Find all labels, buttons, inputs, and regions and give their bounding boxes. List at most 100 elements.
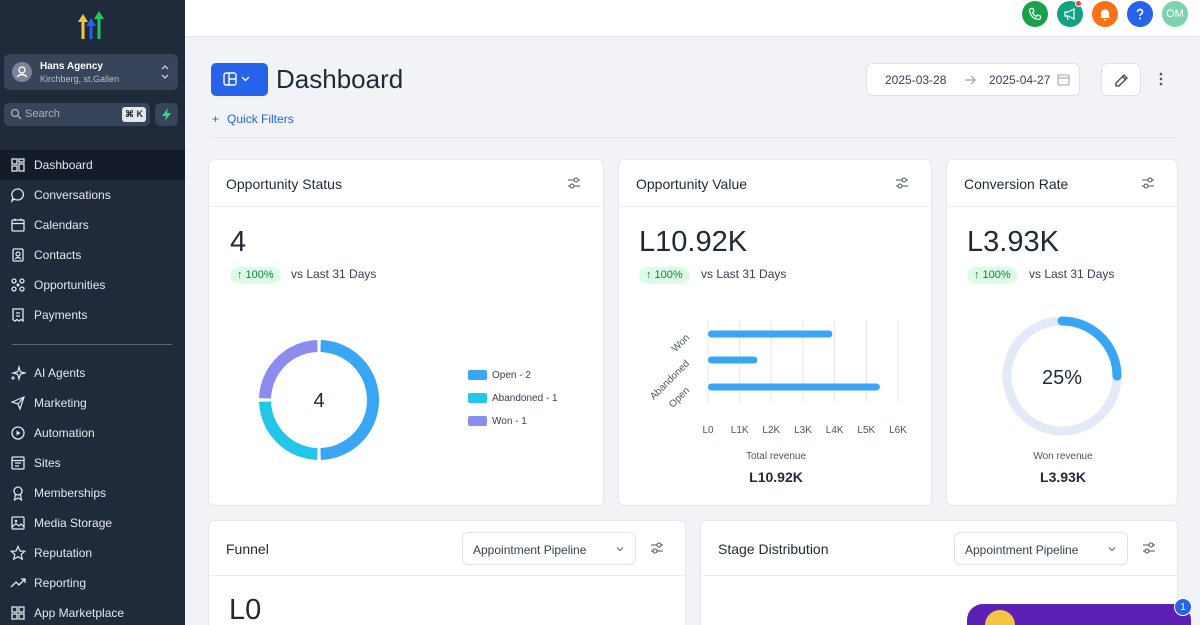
opportunity-status-card: Opportunity Status 4 ↑ 100% vs Last 31 D… bbox=[208, 159, 604, 506]
filter-settings-icon[interactable] bbox=[650, 541, 664, 555]
agency-switcher[interactable]: Hans Agency Kirchberg, st.Gallen bbox=[4, 54, 178, 90]
layout-chevron-icon bbox=[223, 72, 250, 86]
sidebar-item-media-storage[interactable]: Media Storage bbox=[0, 508, 185, 538]
stage-distribution-card: Stage Distribution Appointment Pipeline bbox=[700, 520, 1178, 625]
sidebar-item-calendars[interactable]: Calendars bbox=[0, 210, 185, 240]
sidebar-item-label: Conversations bbox=[34, 188, 111, 202]
agency-location: Kirchberg, st.Gallen bbox=[40, 74, 120, 84]
sidebar-item-label: Automation bbox=[34, 426, 95, 440]
sidebar-item-app-marketplace[interactable]: App Marketplace bbox=[0, 598, 185, 625]
sidebar-divider bbox=[12, 344, 172, 345]
comparison-label: vs Last 31 Days bbox=[1029, 267, 1115, 281]
pipeline-select[interactable]: Appointment Pipeline bbox=[954, 532, 1128, 565]
sidebar-item-reporting[interactable]: Reporting bbox=[0, 568, 185, 598]
donut-segment-abandoned[interactable] bbox=[259, 401, 318, 460]
quick-action-button[interactable] bbox=[155, 103, 178, 126]
sidebar-item-label: Sites bbox=[34, 456, 61, 470]
sidebar-item-payments[interactable]: Payments bbox=[0, 300, 185, 330]
sidebar-item-memberships[interactable]: Memberships bbox=[0, 478, 185, 508]
card-header: Conversion Rate bbox=[947, 160, 1177, 207]
sidebar-item-dashboard[interactable]: Dashboard bbox=[0, 150, 185, 180]
chevron-down-icon bbox=[1108, 547, 1116, 552]
app-logo[interactable] bbox=[72, 8, 112, 42]
sidebar-item-opportunities[interactable]: Opportunities bbox=[0, 270, 185, 300]
card-header: Opportunity Status bbox=[209, 160, 603, 207]
quick-filters-link[interactable]: + Quick Filters bbox=[212, 112, 294, 126]
start-date: 2025-03-28 bbox=[885, 73, 947, 87]
dashboard-switcher-button[interactable] bbox=[211, 63, 268, 96]
sidebar-item-ai-agents[interactable]: AI Agents bbox=[0, 358, 185, 388]
card-header: Funnel Appointment Pipeline bbox=[209, 521, 685, 576]
sidebar-item-label: Contacts bbox=[34, 248, 82, 262]
opportunity-value-card: Opportunity Value L10.92K ↑ 100% vs Last… bbox=[618, 159, 932, 506]
sidebar-item-marketing[interactable]: Marketing bbox=[0, 388, 185, 418]
gauge-center-value: 25% bbox=[1042, 367, 1082, 389]
chat-widget-launcher[interactable] bbox=[967, 604, 1191, 625]
sidebar-item-label: Opportunities bbox=[34, 278, 106, 292]
search-input[interactable]: Search ⌘ K bbox=[4, 103, 150, 126]
card-title: Conversion Rate bbox=[964, 176, 1069, 192]
legend-swatch bbox=[468, 370, 487, 380]
date-range-picker[interactable]: 2025-03-28 2025-04-27 bbox=[866, 63, 1080, 96]
sidebar-item-label: Payments bbox=[34, 308, 88, 322]
pipeline-select-value: Appointment Pipeline bbox=[473, 543, 587, 557]
sidebar-item-label: Marketing bbox=[34, 396, 87, 410]
gauge-progress bbox=[1002, 316, 1122, 436]
legend-swatch bbox=[468, 416, 487, 426]
unread-dot bbox=[1075, 0, 1082, 7]
announcements-button[interactable] bbox=[1057, 0, 1083, 27]
page-title: Dashboard bbox=[276, 64, 404, 94]
change-badge: ↑ 100% bbox=[967, 267, 1018, 284]
pipeline-select-value: Appointment Pipeline bbox=[965, 543, 1079, 557]
notifications-button[interactable] bbox=[1092, 1, 1118, 27]
donut-segment-open[interactable] bbox=[320, 340, 379, 460]
sidebar-item-contacts[interactable]: Contacts bbox=[0, 240, 185, 270]
help-button[interactable] bbox=[1127, 1, 1153, 27]
bar-won[interactable] bbox=[708, 330, 833, 338]
sidebar: Hans Agency Kirchberg, st.Gallen Search … bbox=[0, 0, 185, 625]
arrow-right-icon bbox=[965, 75, 976, 85]
chevron-updown-icon bbox=[161, 65, 169, 79]
payments-icon bbox=[12, 308, 24, 323]
filter-settings-icon[interactable] bbox=[567, 176, 581, 190]
star-icon bbox=[10, 545, 26, 561]
quick-filters-label: Quick Filters bbox=[227, 112, 294, 126]
automation-icon bbox=[11, 426, 25, 440]
filter-settings-icon[interactable] bbox=[1141, 176, 1155, 190]
card-title: Opportunity Value bbox=[636, 176, 748, 192]
agency-name: Hans Agency bbox=[40, 61, 103, 72]
more-options-icon[interactable] bbox=[1155, 71, 1167, 87]
change-badge: ↑ 100% bbox=[639, 267, 690, 284]
comparison-label: vs Last 31 Days bbox=[291, 267, 377, 281]
edit-dashboard-button[interactable] bbox=[1101, 63, 1141, 96]
dashboard-icon bbox=[11, 158, 25, 172]
x-tick-label: L1K bbox=[731, 425, 749, 436]
plus-icon: + bbox=[212, 112, 220, 126]
image-icon bbox=[11, 516, 25, 530]
sparkle-icon bbox=[10, 365, 26, 381]
search-placeholder: Search bbox=[25, 108, 60, 120]
filter-settings-icon[interactable] bbox=[1142, 541, 1156, 555]
donut-segment-won[interactable] bbox=[259, 340, 318, 399]
sidebar-item-automation[interactable]: Automation bbox=[0, 418, 185, 448]
funnel-card: Funnel Appointment Pipeline L0 bbox=[208, 520, 686, 625]
sidebar-item-label: Dashboard bbox=[34, 158, 93, 172]
bar-open[interactable] bbox=[708, 383, 880, 391]
user-avatar[interactable]: OM bbox=[1162, 1, 1188, 27]
chat-unread-badge[interactable]: 1 bbox=[1174, 598, 1192, 616]
bar-abandoned[interactable] bbox=[708, 356, 758, 364]
filter-settings-icon[interactable] bbox=[895, 176, 909, 190]
sidebar-item-sites[interactable]: Sites bbox=[0, 448, 185, 478]
sidebar-item-conversations[interactable]: Conversations bbox=[0, 180, 185, 210]
phone-button[interactable] bbox=[1022, 1, 1048, 27]
sidebar-item-reputation[interactable]: Reputation bbox=[0, 538, 185, 568]
x-tick-label: L0 bbox=[702, 425, 714, 436]
pencil-icon bbox=[1115, 74, 1128, 87]
gauge-caption: Won revenue bbox=[1033, 451, 1093, 462]
y-category-label: Open bbox=[667, 385, 692, 410]
kpi-value: L10.92K bbox=[639, 226, 748, 258]
contacts-icon bbox=[12, 248, 24, 262]
top-bar: OM bbox=[185, 0, 1200, 37]
pipeline-select[interactable]: Appointment Pipeline bbox=[462, 532, 636, 565]
